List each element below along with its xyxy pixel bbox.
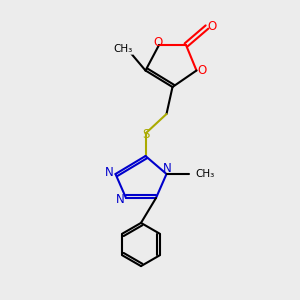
Text: O: O (153, 36, 162, 50)
Text: N: N (163, 162, 172, 176)
Text: N: N (116, 193, 125, 206)
Text: O: O (208, 20, 217, 34)
Text: S: S (142, 128, 150, 142)
Text: CH₃: CH₃ (113, 44, 133, 54)
Text: O: O (197, 64, 206, 77)
Text: CH₃: CH₃ (195, 169, 214, 179)
Text: N: N (104, 166, 113, 179)
